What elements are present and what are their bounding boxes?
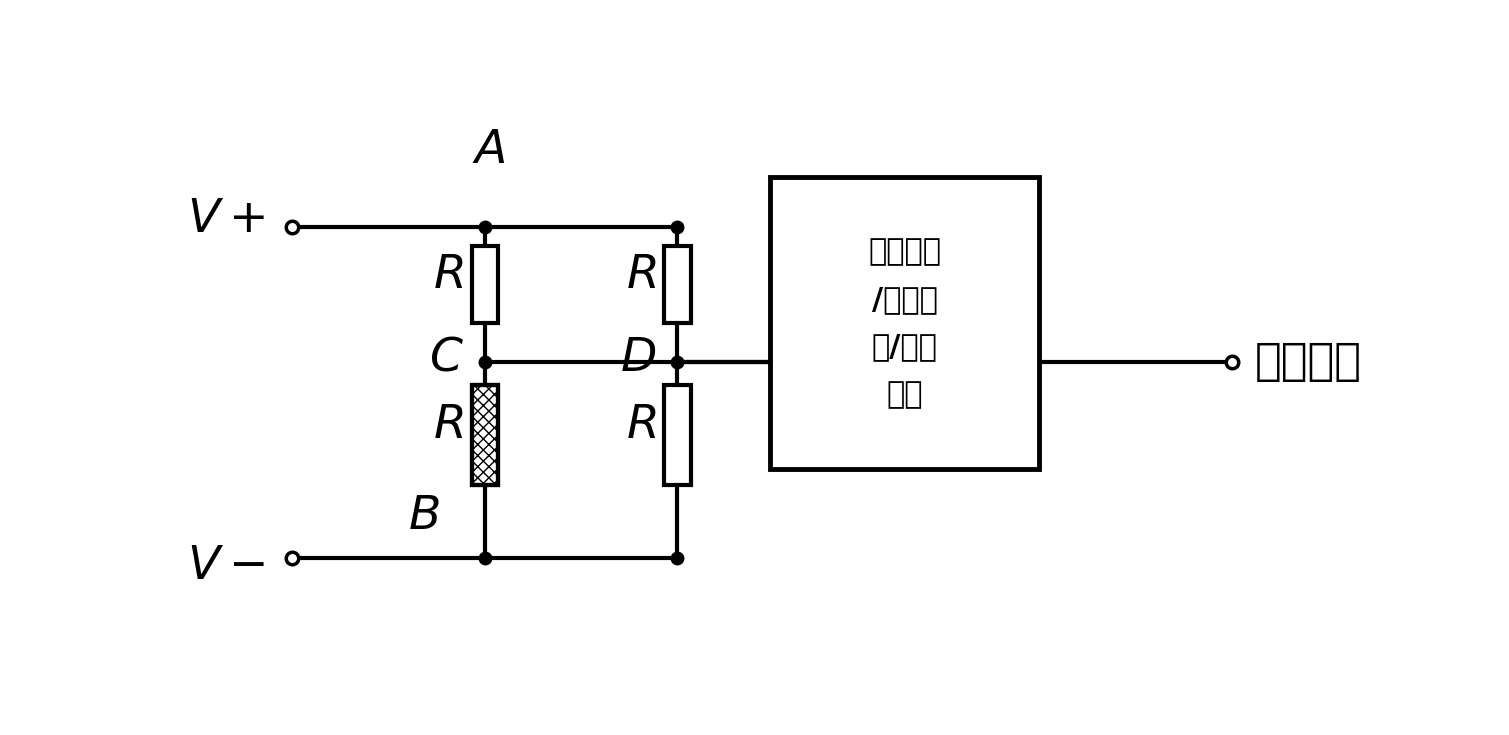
Text: $B$: $B$: [407, 492, 439, 539]
Text: /积分电: /积分电: [872, 284, 937, 314]
Bar: [664, 384, 691, 485]
Text: $A$: $A$: [472, 127, 506, 173]
Text: $V+$: $V+$: [187, 196, 266, 242]
Text: 放大电路: 放大电路: [868, 237, 942, 266]
Text: $_2$: $_2$: [670, 284, 684, 315]
Bar: [770, 176, 1040, 470]
Text: 电路: 电路: [886, 380, 924, 409]
Text: $_A$: $_A$: [670, 434, 687, 465]
Bar: [471, 246, 498, 323]
Text: $_B$: $_B$: [477, 434, 493, 465]
Text: $R$: $R$: [626, 252, 656, 298]
Text: $C$: $C$: [429, 334, 463, 381]
Text: 输出信号: 输出信号: [1255, 340, 1363, 383]
Text: $_1$: $_1$: [477, 284, 492, 315]
Bar: [471, 384, 498, 485]
Text: $V-$: $V-$: [187, 542, 266, 589]
Text: $D$: $D$: [620, 334, 656, 381]
Bar: [471, 384, 498, 485]
Text: $R$: $R$: [626, 403, 656, 448]
Bar: [664, 246, 691, 323]
Text: $R$: $R$: [433, 403, 463, 448]
Text: 路/读出: 路/读出: [872, 332, 937, 362]
Text: $R$: $R$: [433, 252, 463, 298]
